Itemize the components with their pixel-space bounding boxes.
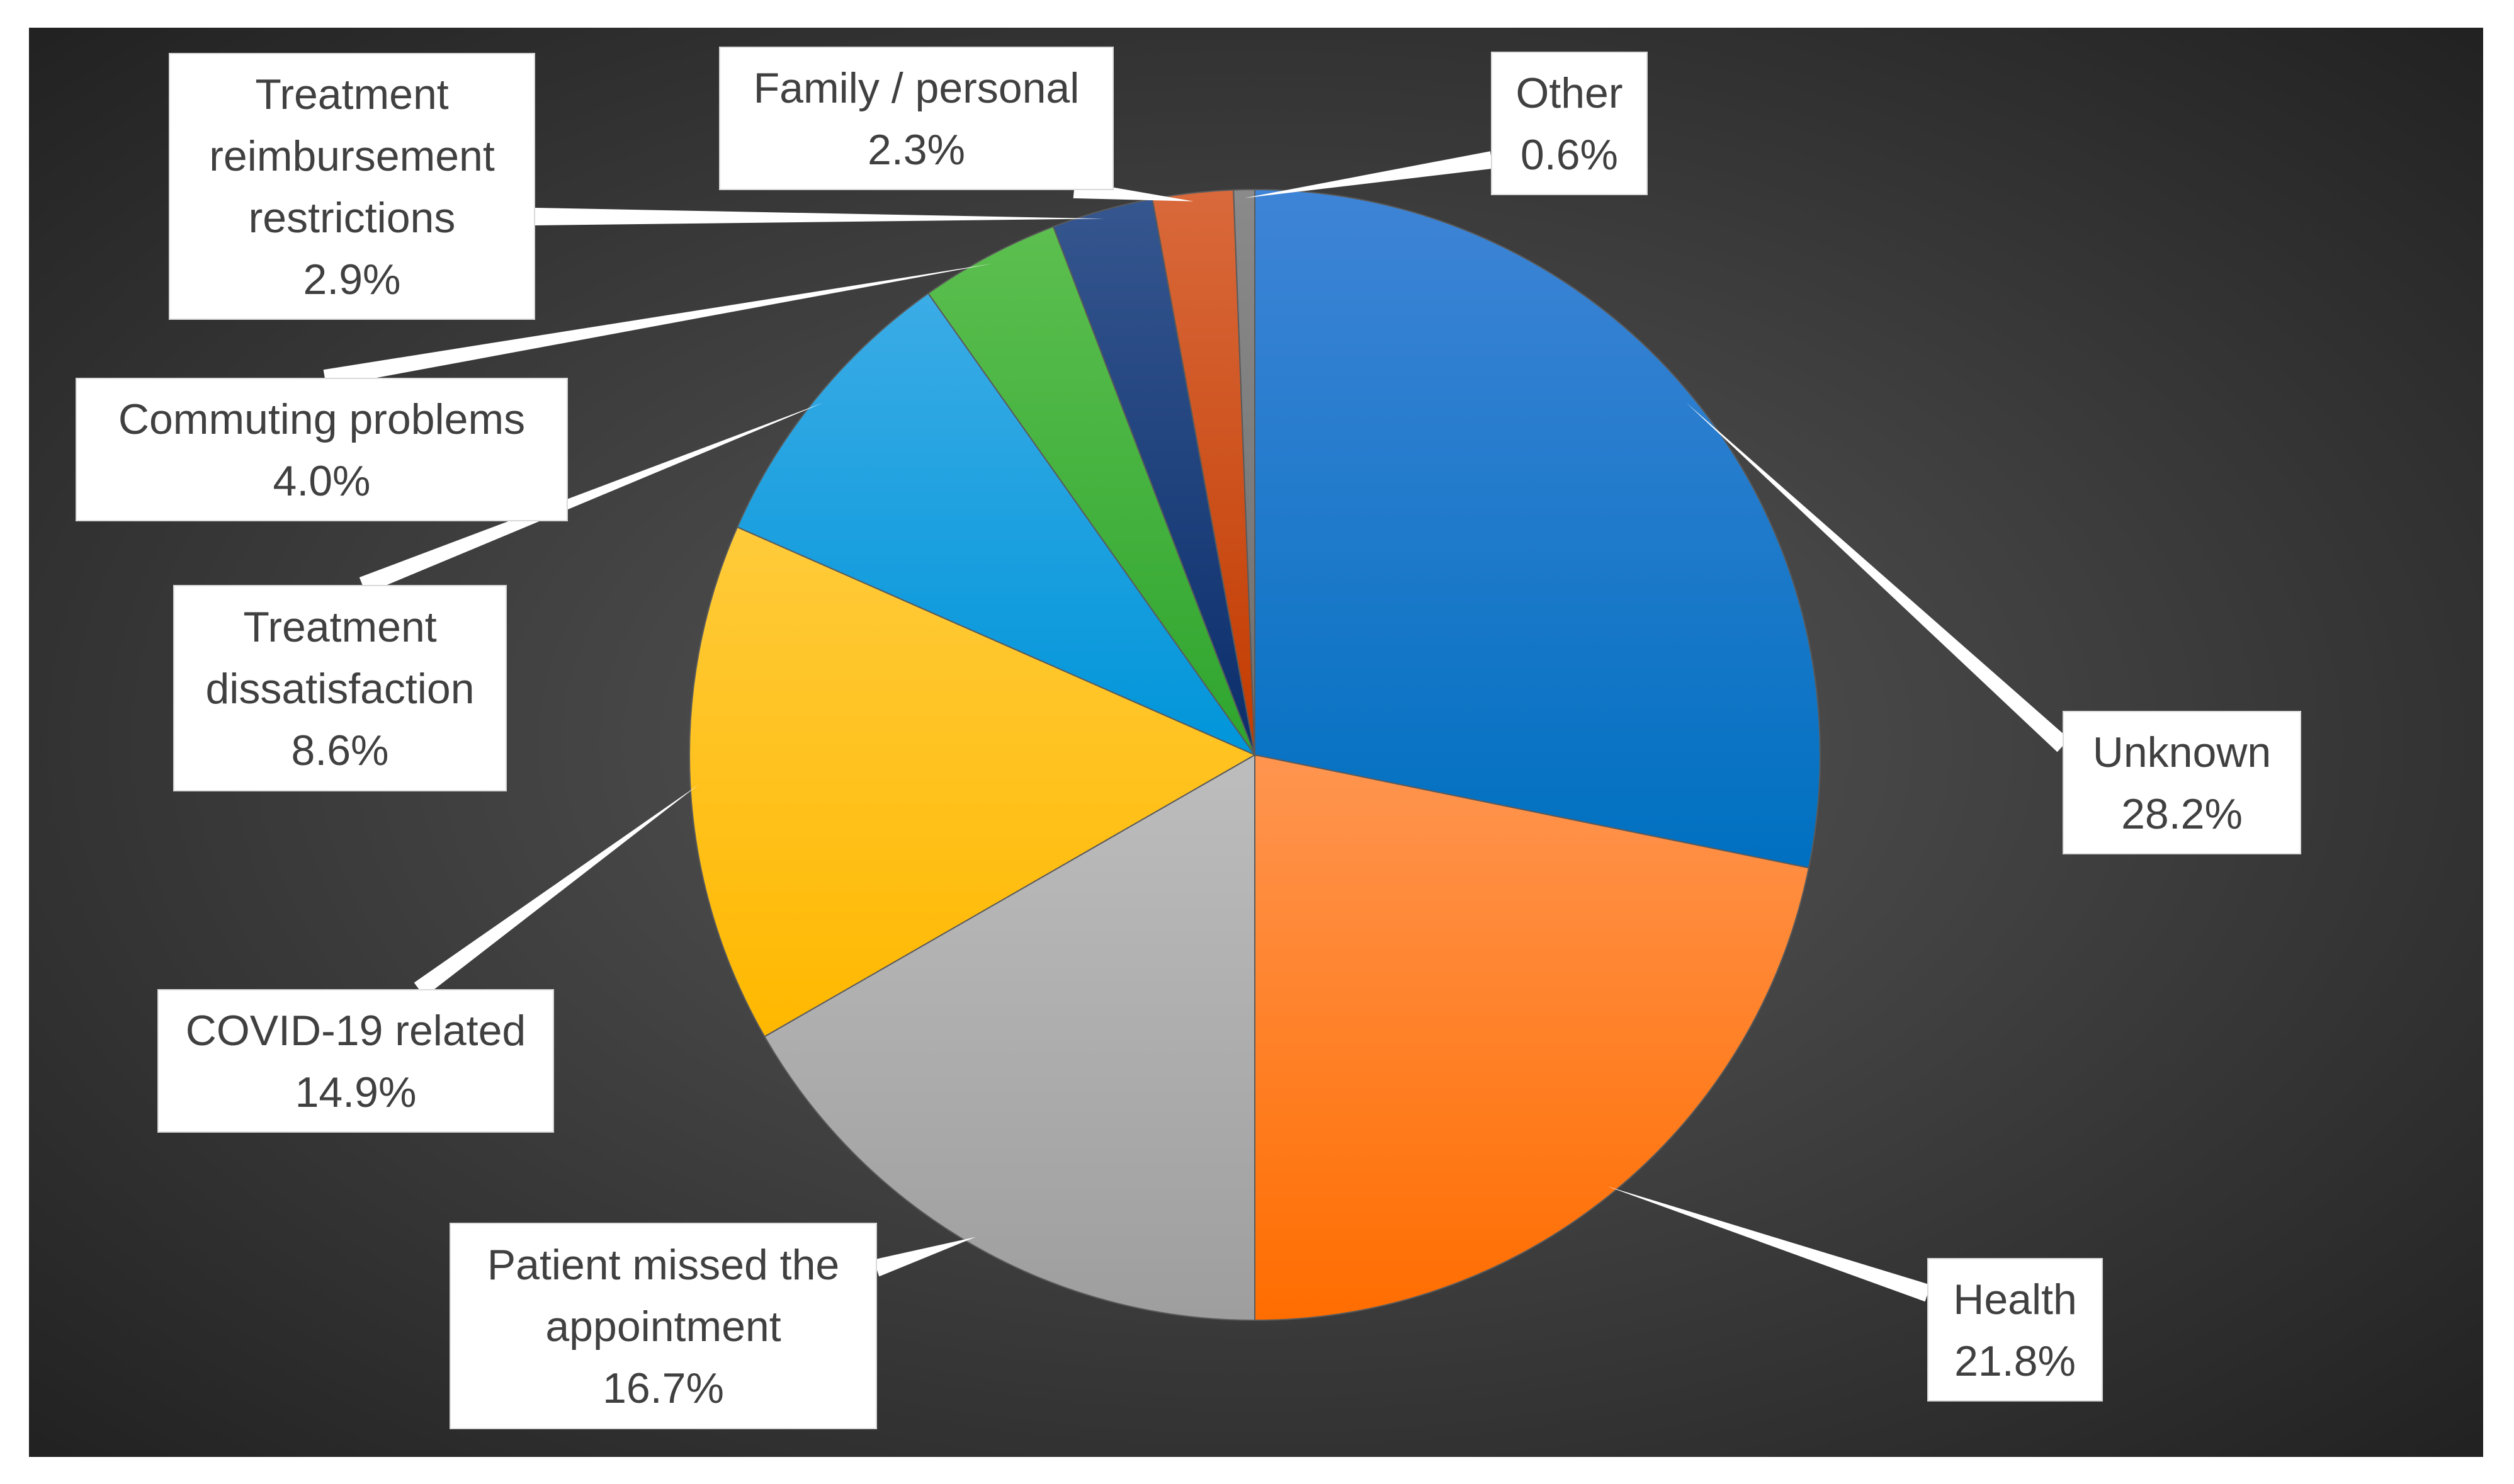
callout-box bbox=[173, 585, 507, 791]
leader-line bbox=[534, 208, 1105, 225]
slice-value-label: 16.7% bbox=[603, 1364, 724, 1412]
slice-category-label: Unknown bbox=[2093, 728, 2272, 776]
slice-value-label: 21.8% bbox=[1954, 1337, 2076, 1385]
leader-line bbox=[323, 263, 993, 387]
data-label-callout: Other 0.6% bbox=[1491, 52, 1648, 195]
slices-layer bbox=[688, 188, 1821, 1322]
leader-line bbox=[873, 1237, 976, 1277]
slice-value-label: 14.9% bbox=[295, 1068, 417, 1116]
labels-layer: Unknown 28.2% Health 21.8% Patient missed th… bbox=[76, 47, 2301, 1429]
callout-box bbox=[1927, 1258, 2103, 1402]
data-label-callout: COVID-19 related 14.9% bbox=[157, 989, 554, 1133]
callout-box bbox=[169, 53, 535, 320]
slice-value-label: 28.2% bbox=[2121, 790, 2243, 838]
slice-value-label: 2.9% bbox=[303, 256, 401, 303]
data-label-callout: Family / personal 2.3% bbox=[719, 47, 1114, 190]
slice-category-label: Other bbox=[1515, 69, 1622, 117]
slice-value-label: 2.3% bbox=[868, 126, 965, 174]
callout-box bbox=[157, 989, 554, 1133]
leader-line bbox=[1686, 402, 2070, 752]
slice-category-label: appointment bbox=[545, 1303, 781, 1351]
data-label-callout: Treatment reimbursement restrictions 2.9% bbox=[169, 53, 535, 320]
data-label-callout: Health 21.8% bbox=[1927, 1258, 2103, 1402]
slice-category-label: reimbursement bbox=[209, 132, 495, 180]
slice-category-label: Commuting problems bbox=[118, 395, 525, 443]
slice-category-label: restrictions bbox=[249, 194, 456, 242]
leader-line bbox=[414, 784, 699, 997]
slice-value-label: 4.0% bbox=[273, 457, 371, 505]
pie-slice-unknown bbox=[1254, 188, 1821, 869]
pie-slice-covid-19-related bbox=[688, 526, 1257, 1038]
pie-chart: Unknown 28.2% Health 21.8% Patient missed th… bbox=[29, 28, 2483, 1457]
pie-slice-treatment-dissatisfaction bbox=[736, 292, 1257, 757]
pie-chart-svg: Unknown 28.2% Health 21.8% Patient missed th… bbox=[29, 28, 2483, 1457]
pie-slice-patient-missed-the-appointment bbox=[764, 754, 1255, 1322]
slice-category-label: Patient missed the bbox=[487, 1241, 839, 1289]
pie-slice-commuting-problems bbox=[927, 225, 1255, 756]
callout-box bbox=[450, 1223, 877, 1429]
slice-category-label: Treatment bbox=[243, 603, 436, 651]
slice-category-label: COVID-19 related bbox=[186, 1007, 526, 1055]
data-label-callout: Treatment dissatisfaction 8.6% bbox=[173, 585, 507, 791]
slice-category-label: dissatisfaction bbox=[205, 665, 474, 713]
pie-slice-health bbox=[1254, 754, 1810, 1322]
slice-category-label: Family / personal bbox=[754, 64, 1080, 112]
slice-category-label: Health bbox=[1953, 1276, 2077, 1323]
data-label-callout: Unknown 28.2% bbox=[2063, 711, 2301, 854]
slice-category-label: Treatment bbox=[255, 71, 448, 118]
data-label-callout: Commuting problems 4.0% bbox=[76, 378, 568, 521]
slice-value-label: 0.6% bbox=[1520, 131, 1618, 179]
callout-box bbox=[76, 378, 568, 521]
callout-box bbox=[719, 47, 1114, 190]
data-label-callout: Patient missed the appointment 16.7% bbox=[450, 1223, 877, 1429]
pie-slice-other bbox=[1233, 188, 1255, 756]
callout-box bbox=[2063, 711, 2301, 854]
slice-value-label: 8.6% bbox=[292, 727, 389, 774]
leader-line bbox=[1607, 1186, 1931, 1302]
leader-lines-layer bbox=[323, 151, 2070, 1302]
leader-line bbox=[359, 402, 824, 594]
callout-box bbox=[1491, 52, 1648, 195]
leader-line bbox=[1244, 151, 1493, 198]
